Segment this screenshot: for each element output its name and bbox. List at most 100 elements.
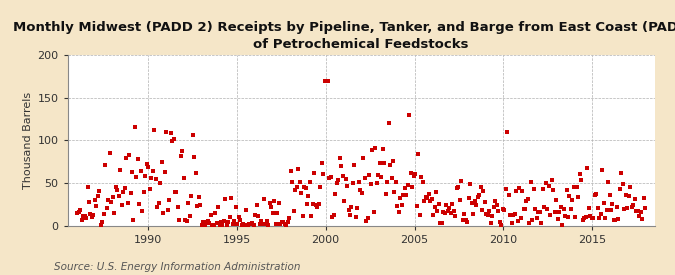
Point bbox=[119, 185, 130, 190]
Point bbox=[109, 211, 119, 215]
Point bbox=[437, 221, 448, 226]
Point bbox=[463, 196, 474, 200]
Point bbox=[453, 184, 464, 189]
Point bbox=[155, 181, 165, 185]
Point bbox=[303, 194, 314, 199]
Point bbox=[308, 202, 319, 207]
Point bbox=[318, 172, 329, 177]
Point bbox=[505, 213, 516, 217]
Point bbox=[193, 194, 204, 199]
Y-axis label: Thousand Barrels: Thousand Barrels bbox=[23, 92, 33, 189]
Point bbox=[531, 215, 542, 220]
Point bbox=[478, 189, 489, 193]
Point bbox=[456, 179, 466, 183]
Point bbox=[557, 223, 568, 227]
Point bbox=[225, 214, 236, 219]
Point bbox=[407, 185, 418, 189]
Point bbox=[73, 210, 84, 214]
Point bbox=[536, 221, 547, 225]
Point bbox=[134, 202, 145, 206]
Point bbox=[433, 201, 444, 206]
Point bbox=[245, 222, 256, 226]
Point bbox=[362, 215, 373, 220]
Point bbox=[365, 182, 376, 186]
Point bbox=[450, 214, 461, 218]
Point bbox=[130, 125, 140, 130]
Point bbox=[588, 216, 599, 220]
Point bbox=[115, 168, 126, 172]
Point bbox=[165, 131, 176, 135]
Point bbox=[300, 186, 311, 190]
Point bbox=[176, 154, 186, 159]
Point bbox=[490, 199, 501, 204]
Point bbox=[441, 203, 452, 207]
Point bbox=[583, 206, 594, 210]
Point bbox=[589, 193, 600, 197]
Point bbox=[487, 214, 497, 218]
Point bbox=[446, 210, 456, 215]
Point bbox=[76, 218, 87, 222]
Point bbox=[466, 201, 477, 205]
Point bbox=[369, 210, 379, 214]
Point bbox=[392, 204, 403, 208]
Point bbox=[479, 200, 490, 204]
Point bbox=[310, 203, 321, 207]
Point bbox=[200, 219, 211, 224]
Point bbox=[272, 211, 283, 215]
Point bbox=[85, 212, 96, 217]
Point bbox=[618, 182, 628, 186]
Point bbox=[271, 222, 281, 226]
Point bbox=[522, 197, 533, 201]
Point bbox=[629, 197, 640, 202]
Point bbox=[414, 213, 425, 217]
Point bbox=[227, 222, 238, 226]
Point bbox=[236, 223, 247, 227]
Point bbox=[475, 185, 486, 189]
Point bbox=[215, 220, 226, 224]
Point bbox=[537, 187, 548, 191]
Point bbox=[269, 199, 279, 204]
Point bbox=[180, 218, 191, 222]
Point bbox=[423, 191, 434, 196]
Point bbox=[613, 216, 624, 221]
Point bbox=[232, 222, 243, 226]
Point bbox=[541, 180, 551, 185]
Point bbox=[202, 219, 213, 224]
Point bbox=[401, 193, 412, 197]
Point bbox=[149, 128, 160, 133]
Point bbox=[585, 214, 595, 218]
Point bbox=[143, 165, 154, 169]
Point bbox=[128, 218, 139, 222]
Point bbox=[282, 220, 293, 225]
Point bbox=[146, 176, 157, 180]
Point bbox=[579, 215, 590, 220]
Point bbox=[182, 219, 192, 223]
Point bbox=[560, 214, 570, 218]
Point bbox=[435, 221, 446, 226]
Point bbox=[80, 215, 91, 220]
Point bbox=[447, 202, 458, 206]
Point bbox=[564, 194, 575, 198]
Point bbox=[260, 222, 271, 226]
Point bbox=[485, 221, 496, 225]
Point bbox=[508, 213, 518, 217]
Point bbox=[570, 215, 580, 219]
Point bbox=[400, 186, 410, 190]
Point bbox=[312, 205, 323, 210]
Point bbox=[496, 223, 507, 227]
Point bbox=[470, 203, 481, 208]
Point bbox=[153, 201, 164, 205]
Point bbox=[192, 204, 202, 208]
Point bbox=[514, 186, 524, 190]
Point bbox=[385, 163, 396, 167]
Point bbox=[394, 210, 404, 214]
Point bbox=[247, 221, 258, 225]
Point bbox=[107, 195, 118, 199]
Point bbox=[413, 151, 424, 156]
Point bbox=[103, 198, 113, 202]
Point bbox=[101, 206, 112, 211]
Point bbox=[477, 208, 487, 213]
Point bbox=[174, 217, 185, 222]
Point bbox=[331, 181, 342, 185]
Point bbox=[349, 163, 360, 167]
